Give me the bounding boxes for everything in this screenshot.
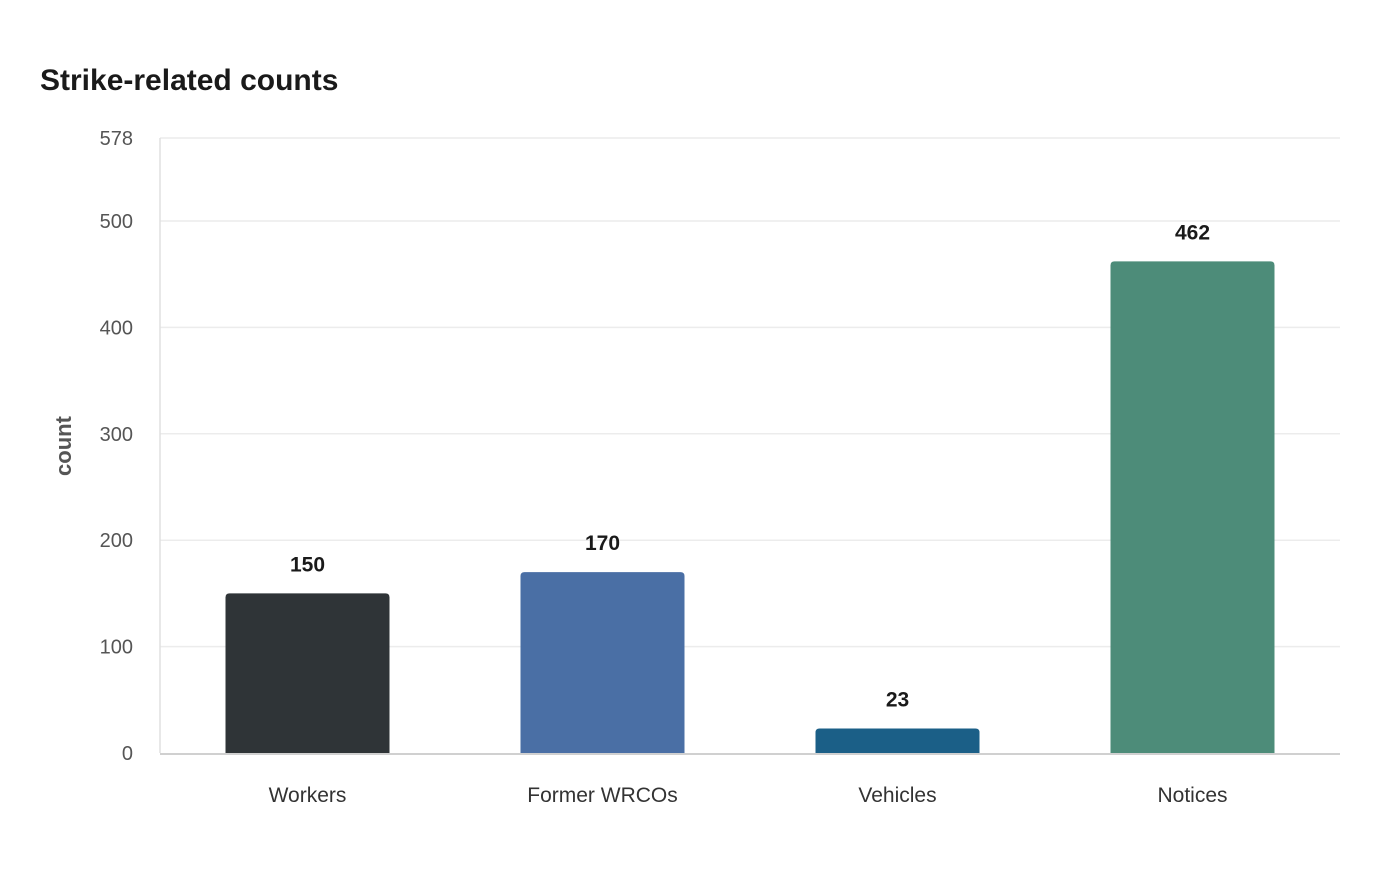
bar [520,572,685,753]
data-label: 462 [1175,221,1210,244]
bar [1110,261,1275,753]
x-tick-label: Former WRCOs [527,784,678,807]
y-tick-label: 0 [122,743,133,765]
y-axis-label: count [51,415,76,476]
x-tick-label: Notices [1157,784,1227,807]
y-tick-label: 200 [100,530,133,552]
x-tick-label: Workers [269,784,347,807]
y-tick-label: 100 [100,637,133,659]
x-tick-label: Vehicles [858,784,936,807]
y-tick-label: 300 [100,424,133,446]
data-label: 23 [886,689,909,712]
data-label: 170 [585,532,620,555]
y-tick-label: 500 [100,211,133,233]
data-label: 150 [290,553,325,576]
y-tick-label: 400 [100,317,133,339]
bar [225,593,390,753]
y-tick-label: 578 [100,128,133,150]
bar [815,728,980,753]
chart-title: Strike-related counts [40,64,338,97]
